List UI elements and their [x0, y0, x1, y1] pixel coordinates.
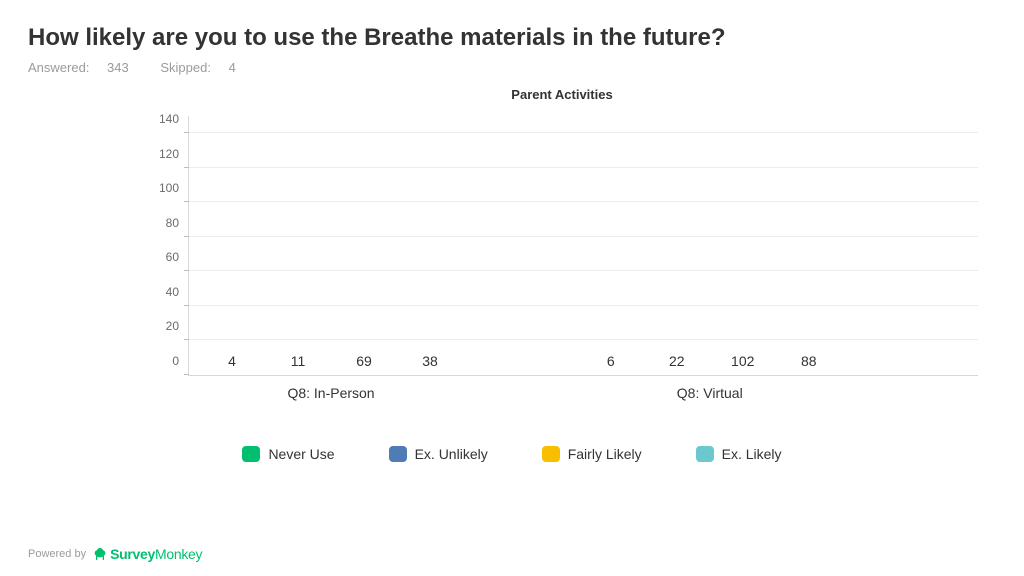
bar-chart: 020406080100120140Q8: In-Person4116938Q8… — [148, 116, 978, 406]
response-meta: Answered: 343 Skipped: 4 — [28, 60, 996, 75]
y-tick-mark — [184, 374, 189, 375]
legend-label: Never Use — [268, 446, 334, 462]
grid-line — [189, 305, 978, 306]
x-category-label: Q8: In-Person — [287, 385, 374, 401]
y-tick-mark — [184, 132, 189, 133]
grid-line — [189, 132, 978, 133]
y-tick-label: 40 — [166, 285, 189, 299]
powered-by-label: Powered by — [28, 548, 86, 560]
grid-line — [189, 339, 978, 340]
y-tick-label: 80 — [166, 216, 189, 230]
grid-line — [189, 167, 978, 168]
chart-legend: Never Use Ex. Unlikely Fairly Likely Ex. Li… — [28, 446, 996, 462]
bar-value-label: 102 — [731, 353, 754, 369]
y-tick-mark — [184, 167, 189, 168]
surveymonkey-logo: SurveyMonkey — [92, 546, 202, 562]
y-tick-mark — [184, 236, 189, 237]
legend-item: Never Use — [242, 446, 334, 462]
legend-label: Ex. Likely — [722, 446, 782, 462]
legend-swatch — [696, 446, 714, 462]
y-tick-label: 120 — [159, 147, 189, 161]
answered-count: Answered: 343 — [28, 60, 146, 75]
y-tick-label: 20 — [166, 319, 189, 333]
skipped-count: Skipped: 4 — [160, 60, 249, 75]
legend-swatch — [389, 446, 407, 462]
grid-line — [189, 270, 978, 271]
grid-line — [189, 236, 978, 237]
powered-by-footer: Powered by SurveyMonkey — [28, 546, 202, 562]
bar-value-label: 88 — [801, 353, 817, 369]
y-tick-mark — [184, 305, 189, 306]
legend-label: Fairly Likely — [568, 446, 642, 462]
grid-line — [189, 201, 978, 202]
bar-value-label: 22 — [669, 353, 685, 369]
legend-item: Fairly Likely — [542, 446, 642, 462]
y-tick-mark — [184, 201, 189, 202]
question-title: How likely are you to use the Breathe ma… — [28, 24, 996, 52]
bar-value-label: 4 — [228, 353, 236, 369]
bar-value-label: 69 — [356, 353, 372, 369]
legend-item: Ex. Unlikely — [389, 446, 488, 462]
legend-label: Ex. Unlikely — [415, 446, 488, 462]
monkey-icon — [92, 546, 108, 562]
bar-value-label: 6 — [607, 353, 615, 369]
plot-area: 020406080100120140Q8: In-Person4116938Q8… — [188, 116, 978, 376]
y-tick-mark — [184, 339, 189, 340]
legend-item: Ex. Likely — [696, 446, 782, 462]
bar-value-label: 38 — [422, 353, 438, 369]
y-tick-mark — [184, 270, 189, 271]
y-tick-label: 0 — [172, 354, 189, 368]
legend-swatch — [242, 446, 260, 462]
y-tick-label: 60 — [166, 250, 189, 264]
bar-value-label: 11 — [291, 353, 306, 369]
y-tick-label: 140 — [159, 112, 189, 126]
chart-subtitle: Parent Activities — [128, 87, 996, 102]
legend-swatch — [542, 446, 560, 462]
y-tick-label: 100 — [159, 181, 189, 195]
x-category-label: Q8: Virtual — [677, 385, 743, 401]
